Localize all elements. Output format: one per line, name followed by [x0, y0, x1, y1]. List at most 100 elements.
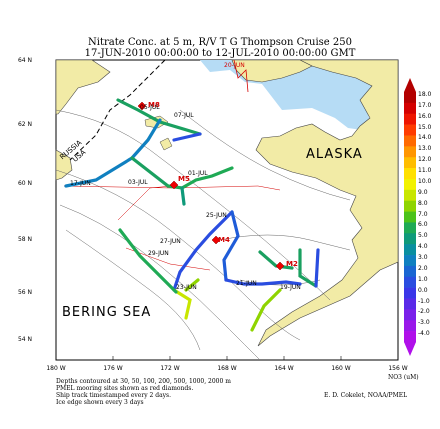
colorbar-swatch — [404, 276, 416, 288]
mooring-m2-marker — [275, 261, 285, 271]
lat-label: 54 N — [17, 336, 32, 343]
footer-line: Ice edge shown every 3 days — [56, 399, 144, 406]
colorbar-swatch — [404, 265, 416, 278]
russia-land-cape — [55, 149, 73, 181]
colorbar-tick-label: 4.0 — [418, 243, 428, 251]
footer-credit: E. D. Cokelet, NOAA/PMEL — [324, 392, 408, 399]
colorbar-swatch — [404, 92, 416, 104]
colorbar-top-arrow — [404, 78, 416, 92]
date-label: 05-JUL — [140, 104, 160, 111]
mooring-label-m2: M2 — [286, 260, 298, 268]
lat-label: 62 N — [17, 121, 32, 128]
mooring-m4-marker — [211, 235, 221, 245]
colorbar-tick-label: 13.0 — [418, 145, 432, 153]
colorbar-tick-label: 14.0 — [418, 134, 432, 142]
colorbar-tick-label: -3.0 — [418, 319, 430, 327]
colorbar-tick-label: 11.0 — [418, 167, 432, 175]
island-1 — [144, 115, 169, 129]
region-label-bering: BERING SEA — [62, 305, 152, 320]
colorbar-swatch — [404, 331, 416, 343]
colorbar-swatch — [404, 189, 416, 201]
date-label: 21-JUN — [236, 280, 257, 287]
colorbar-tick-label: 8.0 — [418, 199, 428, 207]
colorbar-tick-label: -4.0 — [418, 330, 430, 338]
north-land — [231, 59, 313, 83]
mooring-label-m5: M5 — [178, 175, 190, 183]
colorbar-tick-label: 18.0 — [418, 91, 432, 98]
lat-label: 60 N — [17, 180, 32, 187]
date-label: 27-JUN — [160, 238, 181, 245]
map-title: Nitrate Conc. at 5 m, R/V T G Thompson C… — [88, 37, 352, 48]
colorbar-swatch — [404, 233, 416, 245]
colorbar-tick-label: 17.0 — [418, 101, 432, 109]
colorbar-tick-label: 3.0 — [418, 254, 428, 262]
alaska-land — [255, 59, 399, 347]
colorbar-bottom-arrow — [404, 342, 416, 356]
date-label: 19-JUN — [280, 284, 301, 291]
mooring-m8-marker — [137, 101, 147, 111]
colorbar-tick-label: 0.0 — [418, 286, 428, 294]
colorbar-tick-label: 15.0 — [418, 123, 432, 131]
date-label: 07-JUL — [174, 112, 194, 119]
colorbar-swatch — [404, 287, 416, 299]
lon-label: 168 W — [217, 365, 237, 372]
colorbar-tick-label: 10.0 — [418, 177, 432, 185]
sea-ice — [56, 60, 398, 130]
lon-label: 156 W — [388, 365, 408, 372]
colorbar-swatch — [404, 168, 416, 180]
colorbar-swatch — [404, 178, 416, 191]
island-2 — [159, 137, 173, 151]
lon-label: 164 W — [274, 365, 294, 372]
mooring-label-m8: M8 — [148, 101, 160, 109]
colorbar-tick-label: -2.0 — [418, 308, 430, 316]
colorbar-swatch — [404, 244, 416, 256]
lon-label: 160 W — [331, 365, 351, 372]
colorbar-tick-label: 1.0 — [418, 275, 428, 283]
mooring-m5-marker — [169, 180, 179, 190]
colorbar-swatch — [404, 222, 416, 234]
colorbar — [404, 92, 416, 343]
date-label: 17-JUN — [70, 180, 91, 187]
colorbar-swatch — [404, 298, 416, 310]
colorbar-swatch — [404, 135, 416, 147]
footer-line: PMEL mooring sites shown as red diamonds… — [56, 385, 194, 392]
lat-label: 56 N — [17, 289, 32, 296]
colorbar-swatch — [404, 255, 416, 267]
colorbar-swatch — [404, 146, 416, 158]
footer-line: Depths contoured at 30, 50, 100, 200, 50… — [56, 378, 231, 385]
colorbar-swatch — [404, 113, 416, 125]
ice-edge — [233, 59, 249, 93]
colorbar-tick-label: 2.0 — [418, 264, 428, 272]
mooring-label-m4: M4 — [218, 236, 230, 244]
date-label: 25-JUN — [206, 212, 227, 219]
colorbar-swatch — [404, 102, 416, 115]
date-label: 03-JUL — [128, 179, 148, 186]
colorbar-tick-label: 16.0 — [418, 112, 432, 120]
colorbar-tick-label: 7.0 — [418, 210, 428, 218]
colorbar-swatch — [404, 320, 416, 332]
maritime-boundary — [69, 59, 166, 161]
lon-label: 180 W — [46, 365, 66, 372]
date-label: 01-JUL — [188, 170, 208, 177]
date-label: 20-JUN — [224, 62, 245, 69]
lon-label: 176 W — [103, 365, 123, 372]
colorbar-tick-label: 12.0 — [418, 156, 432, 164]
colorbar-tick-label: 6.0 — [418, 221, 428, 229]
lon-label: 172 W — [160, 365, 180, 372]
lat-label: 58 N — [17, 236, 32, 243]
date-label: 23-JUN — [176, 284, 197, 291]
map-subtitle: 17-JUN-2010 00:00:00 to 12-JUL-2010 00:0… — [84, 48, 356, 59]
russia-land-north — [55, 59, 111, 115]
date-label: 29-JUN — [148, 250, 169, 257]
colorbar-tick-label: 9.0 — [418, 188, 428, 196]
region-label-alaska: ALASKA — [306, 147, 363, 162]
colorbar-swatch — [404, 211, 416, 223]
lat-label: 64 N — [17, 57, 32, 64]
colorbar-tick-label: -1.0 — [418, 297, 430, 305]
colorbar-swatch — [404, 157, 416, 169]
colorbar-unit: NO3 (uM) — [388, 374, 419, 381]
colorbar-tick-label: 5.0 — [418, 232, 428, 240]
colorbar-swatch — [404, 200, 416, 212]
